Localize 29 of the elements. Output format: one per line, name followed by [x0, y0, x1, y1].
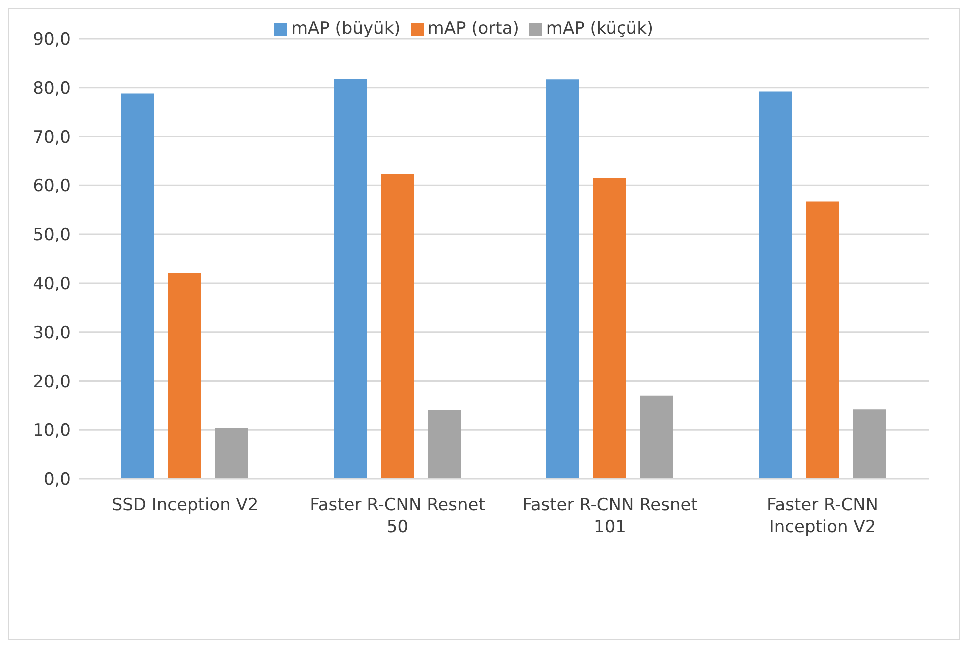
x-tick-label: Faster R-CNN Resnet 101 — [522, 495, 698, 538]
x-tick-label: Faster R-CNN Inception V2 — [766, 495, 879, 538]
y-tick-label: 50,0 — [33, 226, 71, 246]
bar — [806, 202, 839, 479]
bar — [122, 94, 154, 479]
y-tick-label: 30,0 — [33, 323, 71, 344]
y-tick-label: 60,0 — [33, 176, 71, 197]
bar — [759, 92, 792, 479]
bar — [428, 410, 461, 479]
y-tick-label: 10,0 — [33, 421, 71, 442]
y-tick-label: 80,0 — [33, 78, 71, 99]
y-tick-label: 90,0 — [33, 30, 71, 50]
y-tick-label: 40,0 — [33, 274, 71, 294]
bar — [640, 396, 674, 479]
x-tick-label: SSD Inception V2 — [112, 495, 259, 516]
legend-label: mAP (orta) — [428, 19, 520, 39]
bar — [168, 273, 202, 479]
bar — [381, 174, 414, 479]
bar — [594, 178, 626, 479]
bar — [546, 80, 580, 479]
bar — [334, 79, 367, 479]
y-tick-label: 20,0 — [33, 372, 71, 392]
x-tick-label: Faster R-CNN Resnet 50 — [310, 495, 486, 538]
legend-label: mAP (büyük) — [291, 19, 401, 39]
bar — [216, 428, 248, 479]
legend-label: mAP (küçük) — [546, 19, 654, 39]
y-tick-label: 0,0 — [44, 470, 71, 490]
y-tick-label: 70,0 — [33, 128, 71, 148]
bar — [853, 410, 886, 479]
